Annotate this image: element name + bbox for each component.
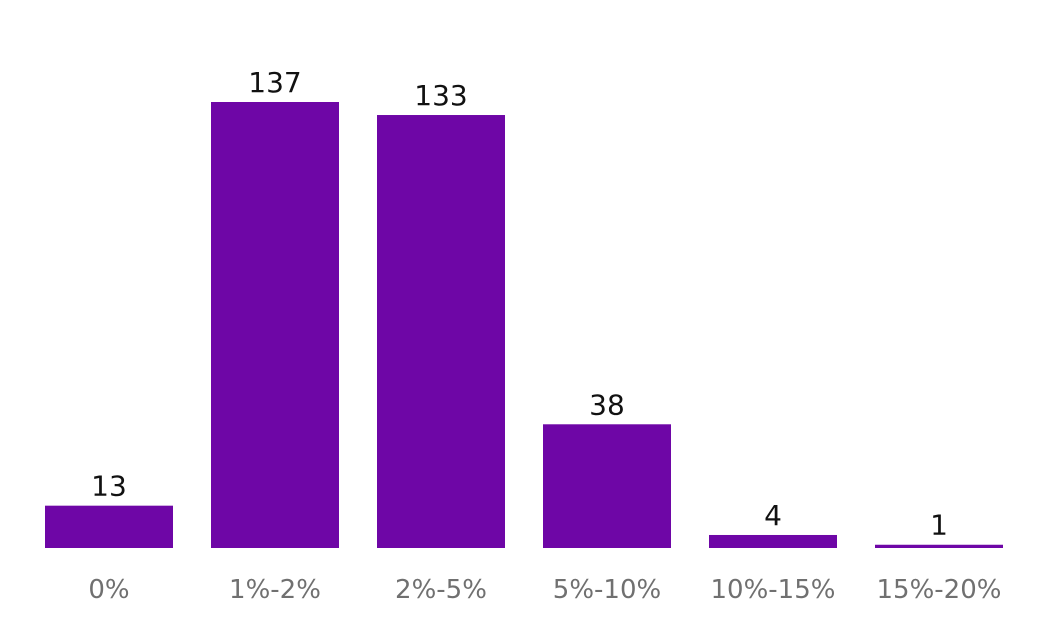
x-tick-label-0: 0% (88, 575, 129, 605)
bars-layer (45, 102, 1003, 548)
bar-value-label-0: 13 (91, 470, 127, 503)
bar-value-label-4: 4 (764, 499, 782, 532)
value-labels-layer: 13 137 133 38 4 1 (91, 66, 948, 542)
bar-value-label-5: 1 (930, 509, 948, 542)
x-tick-label-1: 1%-2% (229, 575, 321, 605)
bar-value-label-1: 137 (248, 66, 301, 99)
x-axis-tick-labels: 0% 1%-2% 2%-5% 5%-10% 10%-15% 15%-20% (88, 575, 1001, 605)
x-tick-label-2: 2%-5% (395, 575, 487, 605)
bar-4 (709, 534, 837, 548)
x-tick-label-5: 15%-20% (877, 575, 1002, 605)
bar-value-label-2: 133 (414, 79, 467, 112)
x-tick-label-4: 10%-15% (711, 575, 836, 605)
bar-5 (875, 544, 1003, 548)
bar-3 (543, 424, 671, 548)
bar-value-label-3: 38 (589, 388, 625, 421)
bar-0 (45, 505, 173, 548)
bar-1 (211, 102, 339, 548)
bar-2 (377, 115, 505, 548)
x-tick-label-3: 5%-10% (553, 575, 661, 605)
